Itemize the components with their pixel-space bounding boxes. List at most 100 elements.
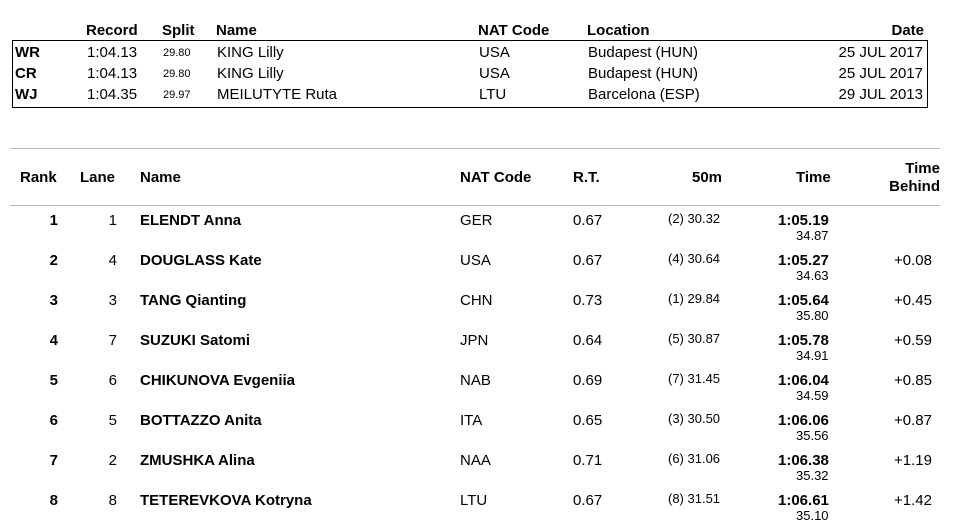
- result-nat: GER: [460, 212, 493, 229]
- result-time-behind: +0.87: [894, 412, 932, 429]
- result-row: 6 5 BOTTAZZO Anita ITA 0.65 (3) 30.50 1:…: [10, 406, 940, 446]
- result-time-behind: +1.19: [894, 452, 932, 469]
- result-split-50m: (6) 31.06: [668, 451, 721, 466]
- record-row: CR 1:04.13 29.80 KING Lilly USA Budapest…: [13, 62, 927, 83]
- record-date: 25 JUL 2017: [838, 65, 923, 82]
- result-lane: 6: [108, 372, 117, 389]
- result-row: 8 8 TETEREVKOVA Kotryna LTU 0.67 (8) 31.…: [10, 486, 940, 526]
- result-nat: USA: [460, 252, 491, 269]
- result-time-behind: +0.08: [894, 252, 932, 269]
- result-split-50m: (2) 30.32: [668, 211, 721, 226]
- header-lane: Lane: [80, 169, 116, 186]
- result-rank: 8: [49, 492, 58, 509]
- record-date: 29 JUL 2013: [838, 86, 923, 103]
- header-top-rule: [10, 148, 940, 149]
- result-rank: 6: [49, 412, 58, 429]
- result-time-behind: +0.45: [894, 292, 932, 309]
- result-swimmer-name: DOUGLASS Kate: [140, 252, 262, 269]
- result-time: 1:05.78: [778, 332, 829, 349]
- result-nat: NAB: [460, 372, 491, 389]
- result-lane: 3: [108, 292, 117, 309]
- header-record: Record: [86, 22, 138, 39]
- result-rank: 4: [49, 332, 58, 349]
- result-split-50m: (5) 30.87: [668, 331, 721, 346]
- result-rank: 7: [49, 452, 58, 469]
- result-swimmer-name: ELENDT Anna: [140, 212, 242, 229]
- result-nat: NAA: [460, 452, 491, 469]
- header-reaction-time: R.T.: [573, 169, 600, 186]
- result-reaction-time: 0.69: [573, 372, 603, 389]
- result-time: 1:06.06: [778, 412, 829, 429]
- result-reaction-time: 0.71: [573, 452, 603, 469]
- result-time: 1:06.38: [778, 452, 829, 469]
- header-name: Name: [140, 169, 181, 186]
- header-date: Date: [891, 22, 924, 39]
- record-row: WJ 1:04.35 29.97 MEILUTYTE Ruta LTU Barc…: [13, 83, 927, 104]
- result-time: 1:06.61: [778, 492, 829, 509]
- records-table: Record Split Name NAT Code Location Date…: [12, 20, 928, 108]
- record-holder: KING Lilly: [217, 65, 284, 82]
- result-time: 1:05.19: [778, 212, 829, 229]
- result-lane: 5: [108, 412, 117, 429]
- result-split-50m: (8) 31.51: [668, 491, 721, 506]
- record-nat: USA: [479, 65, 510, 82]
- record-date: 25 JUL 2017: [838, 44, 923, 61]
- header-location: Location: [587, 22, 650, 39]
- result-swimmer-name: TETEREVKOVA Kotryna: [140, 492, 312, 509]
- result-second-split: 34.91: [796, 348, 829, 363]
- record-split: 29.97: [163, 89, 191, 101]
- record-code: CR: [15, 65, 37, 82]
- result-second-split: 35.32: [796, 468, 829, 483]
- record-nat: USA: [479, 44, 510, 61]
- result-swimmer-name: TANG Qianting: [140, 292, 247, 309]
- result-second-split: 35.80: [796, 308, 829, 323]
- result-lane: 1: [108, 212, 117, 229]
- header-time-behind-line1: Time: [905, 160, 940, 177]
- result-time: 1:05.64: [778, 292, 829, 309]
- result-row: 5 6 CHIKUNOVA Evgeniia NAB 0.69 (7) 31.4…: [10, 366, 940, 406]
- record-row: WR 1:04.13 29.80 KING Lilly USA Budapest…: [13, 41, 927, 62]
- result-time-behind: +0.59: [894, 332, 932, 349]
- result-reaction-time: 0.67: [573, 212, 603, 229]
- header-nat-code: NAT Code: [460, 169, 532, 186]
- result-second-split: 35.56: [796, 428, 829, 443]
- result-split-50m: (1) 29.84: [668, 291, 721, 306]
- record-holder: MEILUTYTE Ruta: [217, 86, 338, 103]
- header-rank: Rank: [20, 169, 57, 186]
- result-reaction-time: 0.67: [573, 252, 603, 269]
- result-second-split: 34.87: [796, 228, 829, 243]
- result-nat: CHN: [460, 292, 493, 309]
- record-code: WR: [15, 44, 40, 61]
- header-name: Name: [216, 22, 257, 39]
- record-holder: KING Lilly: [217, 44, 284, 61]
- header-bottom-rule: [10, 205, 940, 206]
- result-reaction-time: 0.64: [573, 332, 603, 349]
- result-row: 7 2 ZMUSHKA Alina NAA 0.71 (6) 31.06 1:0…: [10, 446, 940, 486]
- record-time: 1:04.13: [87, 44, 138, 61]
- header-split-50m: 50m: [692, 169, 723, 186]
- result-nat: JPN: [460, 332, 489, 349]
- result-rank: 5: [49, 372, 58, 389]
- result-time: 1:06.04: [778, 372, 829, 389]
- records-header: Record Split Name NAT Code Location Date: [12, 20, 928, 41]
- results-table: Rank Lane Name NAT Code R.T. 50m Time Ti…: [10, 148, 940, 526]
- record-time: 1:04.35: [87, 86, 138, 103]
- result-swimmer-name: ZMUSHKA Alina: [140, 452, 255, 469]
- result-lane: 4: [108, 252, 117, 269]
- record-code: WJ: [15, 86, 38, 103]
- result-reaction-time: 0.73: [573, 292, 603, 309]
- result-swimmer-name: BOTTAZZO Anita: [140, 412, 262, 429]
- result-nat: ITA: [460, 412, 483, 429]
- result-time-behind: +1.42: [894, 492, 932, 509]
- result-rank: 1: [49, 212, 58, 229]
- header-time-behind: Time Behind: [889, 160, 940, 196]
- result-rank: 3: [49, 292, 58, 309]
- result-split-50m: (7) 31.45: [668, 371, 721, 386]
- header-time: Time: [796, 169, 831, 186]
- record-location: Barcelona (ESP): [588, 86, 700, 103]
- record-split: 29.80: [163, 68, 191, 80]
- results-header: Rank Lane Name NAT Code R.T. 50m Time Ti…: [10, 149, 940, 205]
- record-time: 1:04.13: [87, 65, 138, 82]
- header-nat-code: NAT Code: [478, 22, 550, 39]
- result-lane: 8: [108, 492, 117, 509]
